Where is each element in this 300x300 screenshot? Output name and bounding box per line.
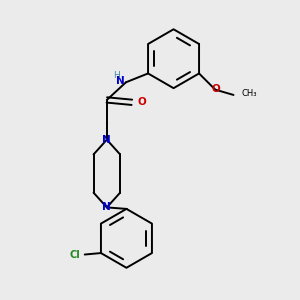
Text: CH₃: CH₃ — [242, 89, 257, 98]
Text: N: N — [103, 135, 111, 145]
Text: N: N — [116, 76, 124, 86]
Text: O: O — [211, 84, 220, 94]
Text: N: N — [103, 202, 111, 212]
Text: Cl: Cl — [70, 250, 81, 260]
Text: O: O — [137, 97, 146, 107]
Text: H: H — [113, 71, 120, 80]
